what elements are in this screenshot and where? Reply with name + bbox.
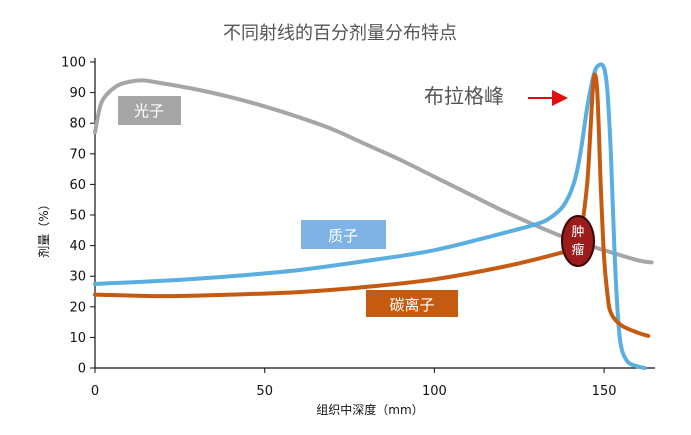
carbon-label-box — [366, 290, 458, 317]
y-tick-label: 10 — [69, 331, 86, 346]
proton-label: 质子 — [328, 227, 358, 245]
proton-curve — [93, 62, 647, 370]
x-tick-label: 50 — [256, 384, 273, 399]
y-axis-label: 剂量（%） — [36, 198, 51, 257]
y-tick-label: 70 — [69, 147, 86, 162]
carbon-ion-curve — [93, 72, 651, 338]
y-tick-label: 20 — [69, 300, 86, 315]
y-tick-label: 100 — [61, 56, 86, 71]
tumor-marker — [561, 215, 595, 267]
proton-label-box — [301, 220, 386, 249]
y-tick-label: 30 — [69, 270, 86, 285]
y-tick-label: 80 — [69, 117, 86, 132]
y-axis-ticks: 0 10 20 30 40 50 60 70 80 90 100 — [61, 56, 95, 377]
bragg-peak-label: 布拉格峰 — [424, 84, 504, 108]
tumor-label-char-2: 瘤 — [571, 242, 584, 258]
carbon-label: 碳离子 — [389, 296, 434, 314]
photon-label: 光子 — [134, 102, 164, 120]
photon-curve — [93, 78, 654, 265]
tumor-label-char-1: 肿 — [571, 225, 584, 240]
photon-label-box — [118, 96, 181, 125]
y-tick-label: 40 — [69, 239, 86, 254]
y-tick-label: 60 — [69, 178, 86, 193]
chart-title: 不同射线的百分剂量分布特点 — [223, 23, 457, 44]
x-tick-label: 0 — [91, 384, 99, 399]
x-tick-label: 150 — [592, 384, 617, 399]
x-tick-label: 100 — [422, 384, 447, 399]
y-tick-label: 0 — [78, 362, 86, 377]
x-axis-ticks: 0 50 100 150 — [91, 368, 617, 399]
y-tick-label: 90 — [69, 86, 86, 101]
x-axis-label: 组织中深度（mm） — [316, 402, 423, 417]
series-lines — [93, 62, 654, 370]
y-tick-label: 50 — [69, 209, 86, 224]
